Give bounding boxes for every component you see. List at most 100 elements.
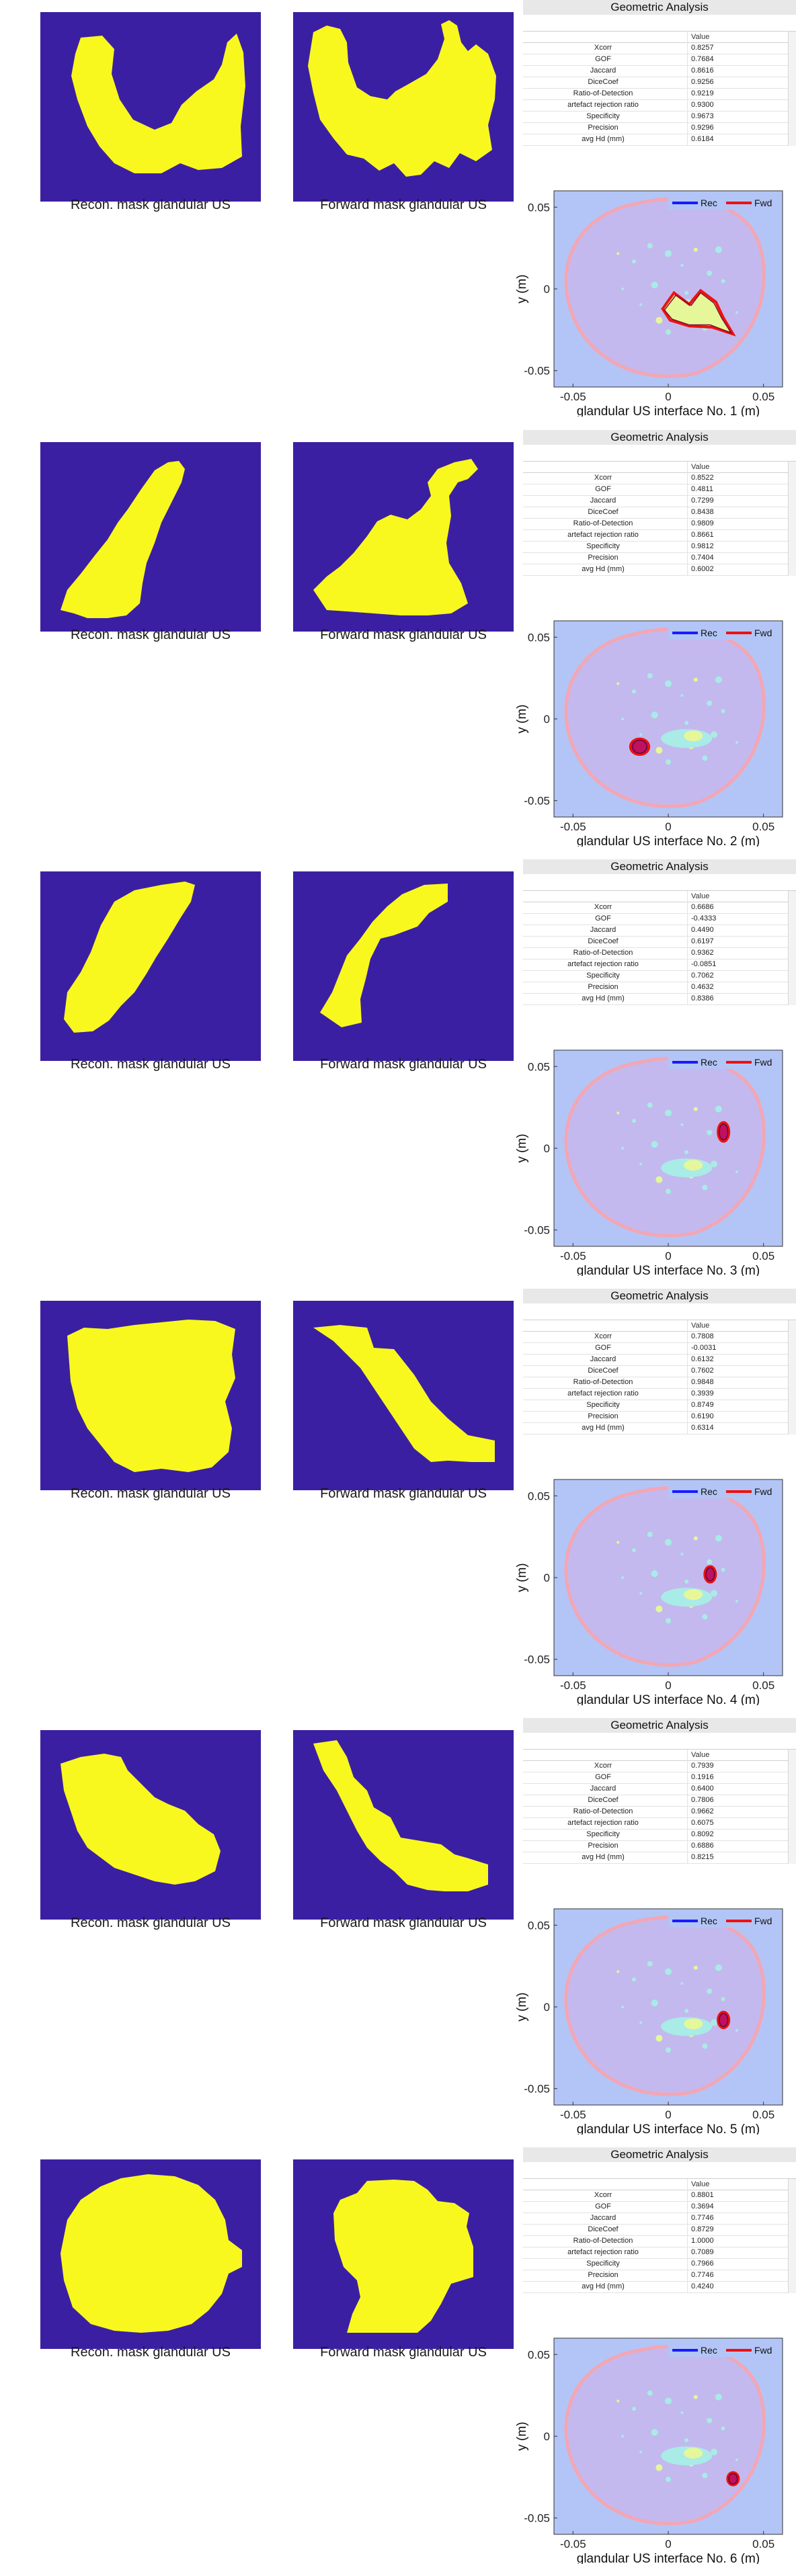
table-body[interactable]: Value Xcorr 0.8801 GOF 0.3694 Jaccard 0.7746 Di…: [523, 2178, 796, 2309]
legend-fwd-label: Fwd: [754, 1916, 772, 1926]
y-tick-label: 0: [544, 1572, 550, 1584]
metric-value: 0.7808: [691, 1332, 714, 1340]
table-row: GOF 0.1916: [523, 1772, 796, 1784]
gland-core: [684, 1160, 703, 1171]
gland-speck: [735, 2029, 738, 2032]
metric-value: 0.3694: [691, 2202, 714, 2210]
forward-mask-image: [293, 871, 514, 1061]
analysis-section: Recon. mask glandular US Forward mask gla…: [0, 1289, 796, 1717]
table-row: Ratio-of-Detection 0.9362: [523, 947, 796, 959]
metric-name: Jaccard: [590, 926, 616, 934]
metric-value: 0.8257: [691, 44, 714, 52]
metric-name: DiceCoef: [588, 508, 619, 516]
analysis-section: Recon. mask glandular US Forward mask gla…: [0, 1718, 796, 2147]
gland-speck: [665, 1539, 672, 1546]
recon-mask-caption: Recon. mask glandular US: [71, 2345, 231, 2360]
value-column-header: Value: [691, 2180, 710, 2188]
metric-name: avg Hd (mm): [582, 1853, 625, 1861]
legend-rec-label: Rec: [701, 1916, 717, 1926]
metric-value: 0.7939: [691, 1762, 714, 1770]
table-scrollbar[interactable]: [788, 462, 796, 576]
gland-speck: [711, 2019, 717, 2026]
tissue-region: [564, 197, 766, 378]
gland-speck: [632, 1548, 636, 1553]
table-row: avg Hd (mm) 0.8215: [523, 1852, 796, 1864]
table-body[interactable]: Value Xcorr 0.6686 GOF -0.4333 Jaccard 0.4490 D…: [523, 890, 796, 1021]
table-row: Specificity 0.7062: [523, 970, 796, 982]
mask-region: [313, 1325, 495, 1462]
recon-mask-image: [40, 1730, 261, 1920]
table-row: DiceCoef 0.7602: [523, 1365, 796, 1377]
gland-speck: [684, 720, 689, 725]
metric-name: GOF: [595, 914, 611, 922]
gland-speck: [680, 693, 684, 697]
metric-value: 0.6197: [691, 937, 714, 945]
table-row: artefact rejection ratio -0.0851: [523, 959, 796, 971]
metric-name: Xcorr: [594, 474, 612, 482]
x-axis-label: glandular US interface No. 1 (m): [577, 404, 760, 417]
metric-value: 0.6314: [691, 1424, 714, 1432]
table-scrollbar[interactable]: [788, 1320, 796, 1434]
gland-speck: [655, 1605, 663, 1613]
table-row: artefact rejection ratio 0.7089: [523, 2247, 796, 2259]
table-row: Xcorr 0.7808: [523, 1331, 796, 1343]
gland-speck: [693, 1107, 698, 1111]
forward-mask-caption: Forward mask glandular US: [320, 198, 487, 212]
metric-value: 0.9256: [691, 78, 714, 86]
gland-speck: [655, 2034, 663, 2042]
table-scrollbar[interactable]: [788, 2179, 796, 2293]
table-row: avg Hd (mm) 0.6314: [523, 1422, 796, 1434]
gland-speck: [693, 677, 698, 682]
gland-speck: [616, 252, 620, 255]
gland-speck: [693, 247, 698, 252]
gland-speck: [639, 2450, 643, 2454]
table-scrollbar[interactable]: [788, 1750, 796, 1864]
metric-name: Ratio-of-Detection: [573, 1378, 633, 1386]
gland-speck: [693, 2395, 698, 2399]
metric-value: 1.0000: [691, 2237, 714, 2245]
metric-name: DiceCoef: [588, 2225, 619, 2233]
table-scrollbar[interactable]: [788, 32, 796, 146]
table-body[interactable]: Value Xcorr 0.8257 GOF 0.7684 Jaccard 0.8616 Di…: [523, 31, 796, 162]
metric-name: Precision: [588, 124, 619, 132]
table-row: Xcorr 0.8522: [523, 472, 796, 484]
table-body[interactable]: Value Xcorr 0.7939 GOF 0.1916 Jaccard 0.6400 Di…: [523, 1749, 796, 1880]
forward-mask-image: [293, 1301, 514, 1490]
x-tick-label: -0.05: [560, 1679, 586, 1692]
table-body[interactable]: Value Xcorr 0.7808 GOF -0.0031 Jaccard 0.6132 D…: [523, 1320, 796, 1451]
table-row: Jaccard 0.4490: [523, 925, 796, 937]
table-scrollbar[interactable]: [788, 891, 796, 1005]
gland-speck: [680, 263, 684, 267]
mask-region: [61, 1754, 221, 1885]
metric-value: 0.7089: [691, 2248, 714, 2256]
gland-speck: [621, 1147, 624, 1150]
mask-region: [71, 34, 245, 173]
gland-speck: [639, 303, 643, 306]
gland-speck: [735, 311, 738, 314]
metric-value: 0.6190: [691, 1412, 714, 1420]
x-tick-label: 0: [665, 2108, 671, 2121]
tissue-region: [564, 1915, 766, 2096]
analysis-section: Recon. mask glandular US Forward mask gla…: [0, 0, 796, 429]
geometric-analysis-table: Geometric Analysis Value Xcorr 0.8257 GOF 0.7…: [523, 0, 796, 161]
gland-speck: [707, 1559, 713, 1565]
mask-region: [320, 884, 448, 1027]
legend-rec-label: Rec: [701, 1486, 717, 1497]
analysis-section: Recon. mask glandular US Forward mask gla…: [0, 2147, 796, 2576]
metric-value: 0.8215: [691, 1853, 714, 1861]
gland-speck: [684, 290, 689, 295]
gland-speck: [684, 1150, 689, 1154]
y-axis-label: y (m): [515, 274, 529, 303]
x-axis-label: glandular US interface No. 6 (m): [577, 2552, 760, 2564]
table-row: DiceCoef 0.9256: [523, 77, 796, 89]
gland-speck: [621, 2435, 624, 2438]
rec-lesion-contour: [728, 2473, 738, 2485]
gland-speck: [666, 2477, 671, 2483]
y-tick-label: 0: [544, 2430, 550, 2443]
gland-speck: [711, 1160, 717, 1168]
table-body[interactable]: Value Xcorr 0.8522 GOF 0.4811 Jaccard 0.7299 Di…: [523, 461, 796, 592]
recon-mask-caption: Recon. mask glandular US: [71, 1916, 231, 1930]
table-row: GOF 0.4811: [523, 484, 796, 496]
